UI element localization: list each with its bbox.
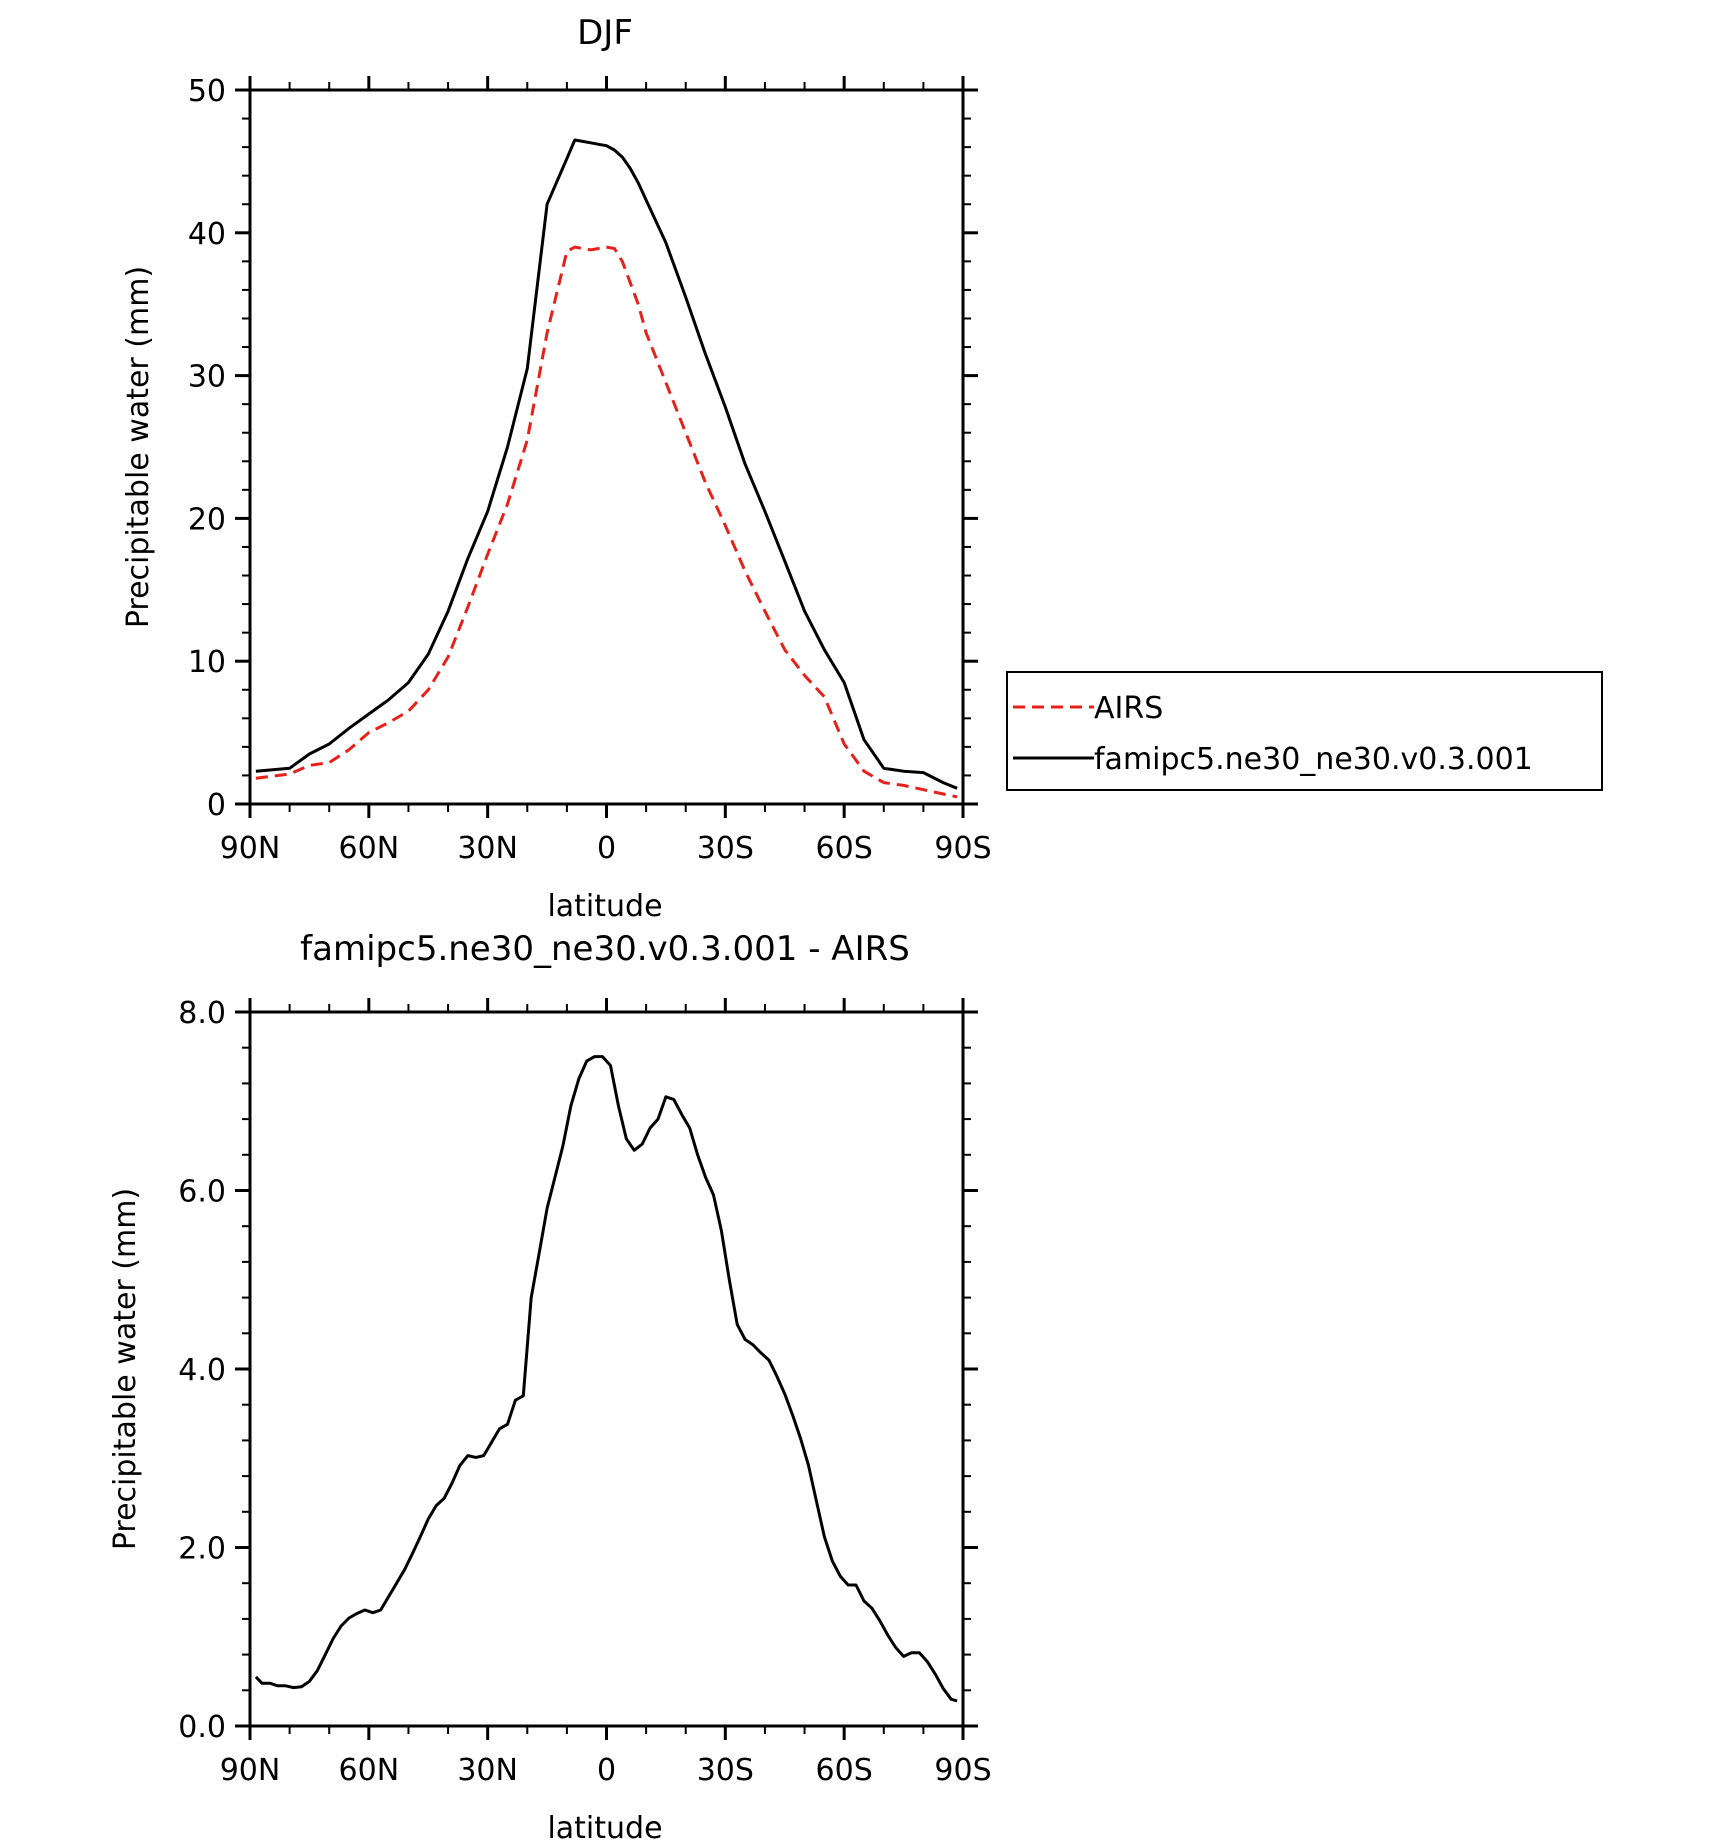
x-axis-label: latitude <box>547 889 662 924</box>
x-tick-label: 90S <box>934 1753 991 1788</box>
x-tick-label: 60S <box>816 831 873 866</box>
legend: AIRS famipc5.ne30_ne30.v0.3.001 <box>1006 671 1603 791</box>
x-tick-label: 0 <box>597 831 616 866</box>
x-tick-label: 30N <box>457 831 518 866</box>
y-tick-labels: 0 10 20 30 40 50 <box>188 74 226 823</box>
series-lines <box>254 1055 958 1703</box>
y-tick-label: 0 <box>207 788 226 823</box>
x-tick-label: 30S <box>697 1753 754 1788</box>
x-tick-labels: 90N 60N 30N 0 30S 60S 90S <box>220 1753 992 1788</box>
y-tick-label: 8.0 <box>178 996 226 1031</box>
airs-line <box>255 245 958 799</box>
y-tick-label: 30 <box>188 360 226 395</box>
x-tick-label: 60N <box>339 831 400 866</box>
y-tick-label: 4.0 <box>178 1353 226 1388</box>
legend-box <box>1006 671 1603 791</box>
y-tick-label: 6.0 <box>178 1175 226 1210</box>
model-line <box>255 138 958 790</box>
x-tick-label: 0 <box>597 1753 616 1788</box>
x-tick-labels: 90N 60N 30N 0 30S 60S 90S <box>220 831 992 866</box>
x-tick-label: 60S <box>816 1753 873 1788</box>
djf-panel: DJF 0 10 20 30 40 50 90N 60N 30N 0 30S 60S 90S Prec… <box>121 13 992 924</box>
y-axis-label: Precipitable water (mm) <box>121 266 156 628</box>
series-lines <box>255 138 958 799</box>
difference-line <box>254 1055 958 1703</box>
x-tick-label: 30N <box>457 1753 518 1788</box>
x-tick-label: 30S <box>697 831 754 866</box>
y-axis-label: Precipitable water (mm) <box>108 1188 143 1550</box>
y-tick-label: 10 <box>188 645 226 680</box>
y-tick-label: 2.0 <box>178 1532 226 1567</box>
x-tick-label: 60N <box>339 1753 400 1788</box>
legend-label-model: famipc5.ne30_ne30.v0.3.001 <box>1094 742 1533 777</box>
y-tick-label: 40 <box>188 217 226 252</box>
y-tick-label: 0.0 <box>178 1710 226 1745</box>
plot-frame <box>248 1010 965 1728</box>
y-tick-label: 50 <box>188 74 226 109</box>
chart-title: DJF <box>577 13 633 53</box>
x-tick-label: 90N <box>220 831 281 866</box>
y-tick-labels: 0.0 2.0 4.0 6.0 8.0 <box>178 996 226 1745</box>
chart-title: famipc5.ne30_ne30.v0.3.001 - AIRS <box>300 929 910 969</box>
plot-frame <box>248 88 965 806</box>
legend-label-airs: AIRS <box>1094 691 1163 726</box>
x-tick-label: 90S <box>934 831 991 866</box>
x-tick-label: 90N <box>220 1753 281 1788</box>
axis-ticks <box>235 76 978 818</box>
y-tick-label: 20 <box>188 502 226 537</box>
x-axis-label: latitude <box>547 1811 662 1844</box>
difference-panel: famipc5.ne30_ne30.v0.3.001 - AIRS 0.0 2.0… <box>108 929 992 1844</box>
axis-ticks <box>235 998 978 1740</box>
